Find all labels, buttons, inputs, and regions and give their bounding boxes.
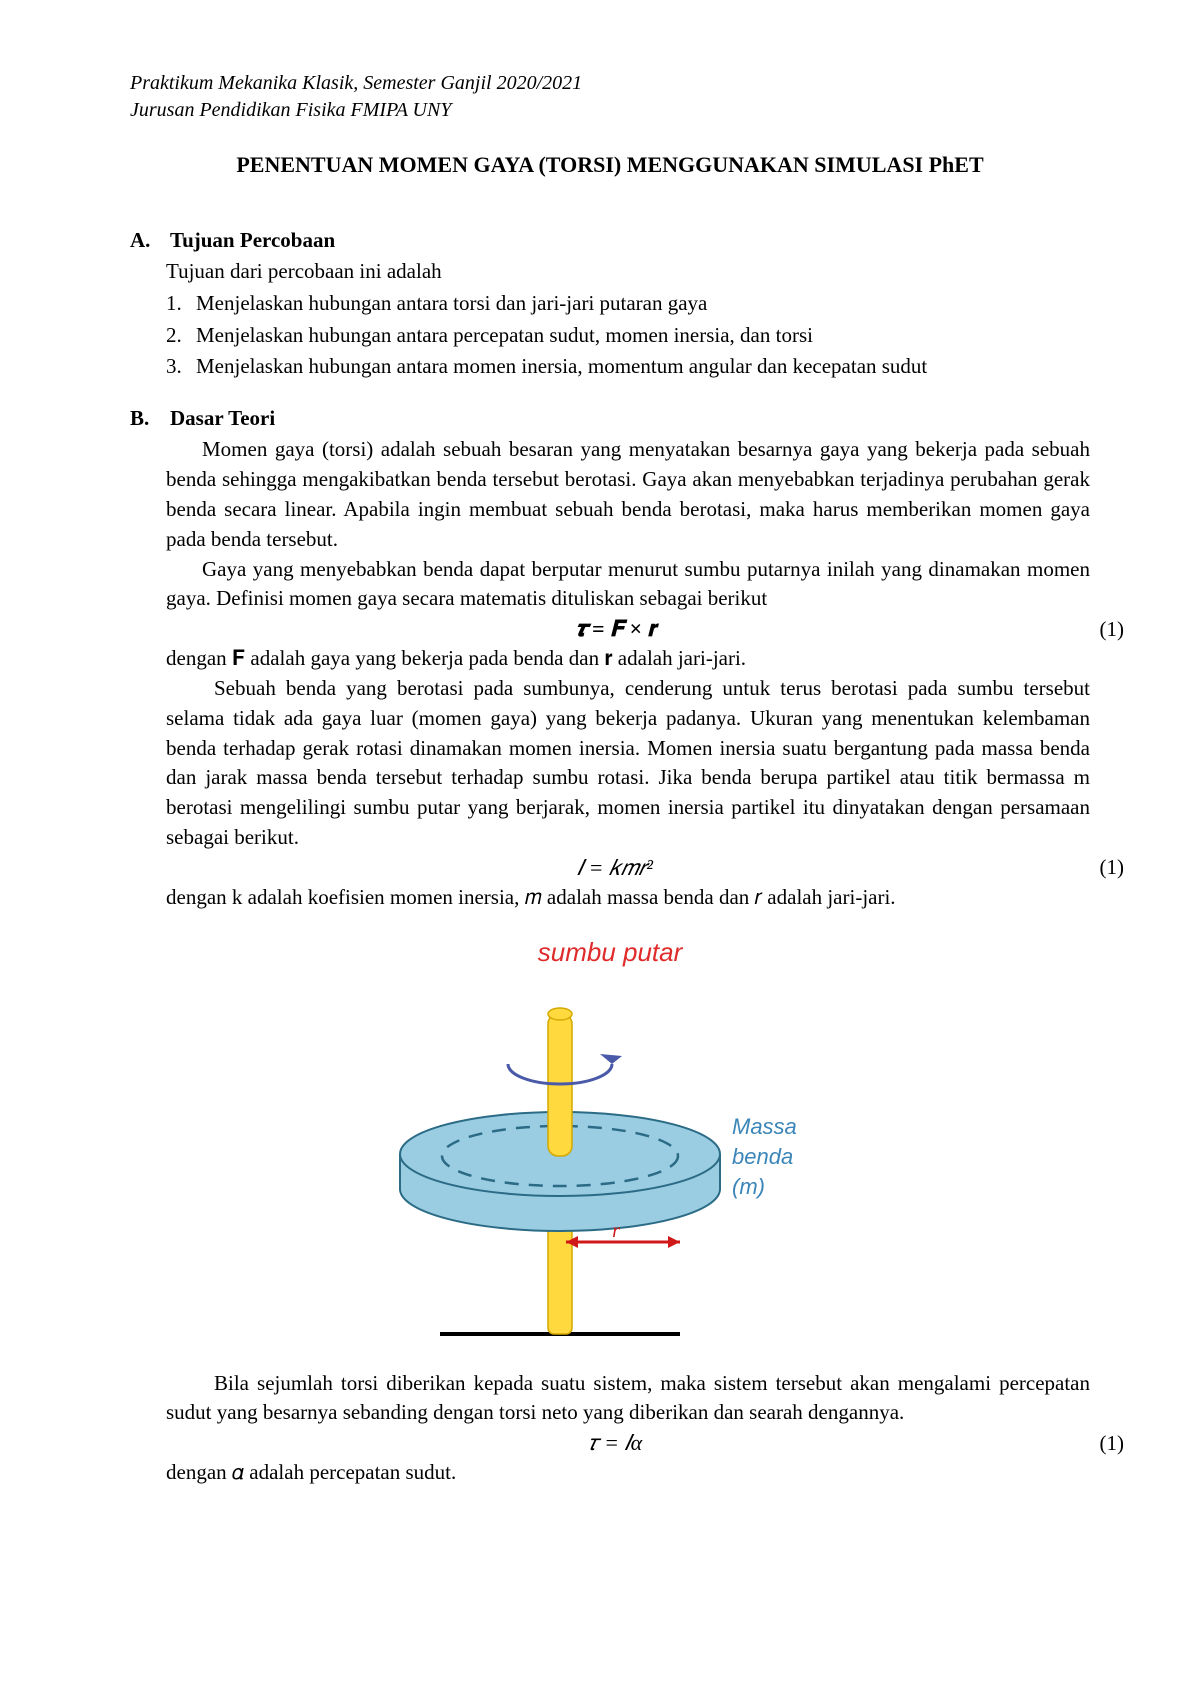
r-label: r	[612, 1220, 620, 1242]
list-item: 3. Menjelaskan hubungan antara momen ine…	[166, 352, 1090, 382]
equation-2-num: (1)	[1064, 855, 1126, 880]
list-num-1: 1.	[166, 289, 196, 319]
document-title: PENENTUAN MOMEN GAYA (TORSI) MENGGUNAKAN…	[130, 152, 1090, 178]
equation-2-after: dengan k adalah koefisien momen inersia,…	[166, 883, 1090, 913]
equation-2: 𝐼 = 𝑘𝑚𝑟² (1)	[166, 855, 1126, 881]
header-line-2: Jurusan Pendidikan Fisika FMIPA UNY	[130, 97, 1090, 124]
header-line-1: Praktikum Mekanika Klasik, Semester Ganj…	[130, 70, 1090, 97]
section-a-label: A.	[130, 228, 166, 253]
list-num-2: 2.	[166, 321, 196, 351]
m-label: (m)	[732, 1174, 765, 1199]
equation-1-after: dengan 𝐅 adalah gaya yang bekerja pada b…	[166, 644, 1090, 674]
section-b-title: Dasar Teori	[170, 406, 275, 430]
benda-label: benda	[732, 1144, 793, 1169]
section-a-intro: Tujuan dari percobaan ini adalah	[166, 257, 1090, 287]
list-txt-3: Menjelaskan hubungan antara momen inersi…	[196, 352, 1090, 382]
paragraph-2: Gaya yang menyebabkan benda dapat berput…	[166, 555, 1090, 615]
equation-1: 𝝉 = 𝐅 × 𝐫 (1)	[166, 616, 1126, 642]
list-item: 1. Menjelaskan hubungan antara torsi dan…	[166, 289, 1090, 319]
paragraph-1: Momen gaya (torsi) adalah sebuah besaran…	[166, 435, 1090, 554]
list-txt-2: Menjelaskan hubungan antara percepatan s…	[196, 321, 1090, 351]
equation-3-after: dengan 𝛼 adalah percepatan sudut.	[166, 1458, 1090, 1488]
paragraph-3: Sebuah benda yang berotasi pada sumbunya…	[166, 674, 1090, 853]
equation-3: 𝜏 = 𝐼α (1)	[166, 1430, 1126, 1456]
list-txt-1: Menjelaskan hubungan antara torsi dan ja…	[196, 289, 1090, 319]
section-a-title: Tujuan Percobaan	[170, 228, 335, 252]
equation-2-expr: 𝐼 = 𝑘𝑚𝑟²	[166, 855, 1064, 881]
list-num-3: 3.	[166, 352, 196, 382]
equation-3-num: (1)	[1064, 1431, 1126, 1456]
list-item: 2. Menjelaskan hubungan antara percepata…	[166, 321, 1090, 351]
equation-1-expr: 𝝉 = 𝐅 × 𝐫	[166, 616, 1064, 642]
paragraph-4: Bila sejumlah torsi diberikan kepada sua…	[166, 1369, 1090, 1429]
figure-caption: sumbu putar	[130, 937, 1090, 968]
massa-label: Massa	[732, 1114, 797, 1139]
equation-1-num: (1)	[1064, 617, 1126, 642]
section-b-label: B.	[130, 406, 166, 431]
rotation-diagram: r Massa benda (m)	[380, 974, 840, 1354]
equation-3-expr: 𝜏 = 𝐼α	[166, 1430, 1064, 1456]
